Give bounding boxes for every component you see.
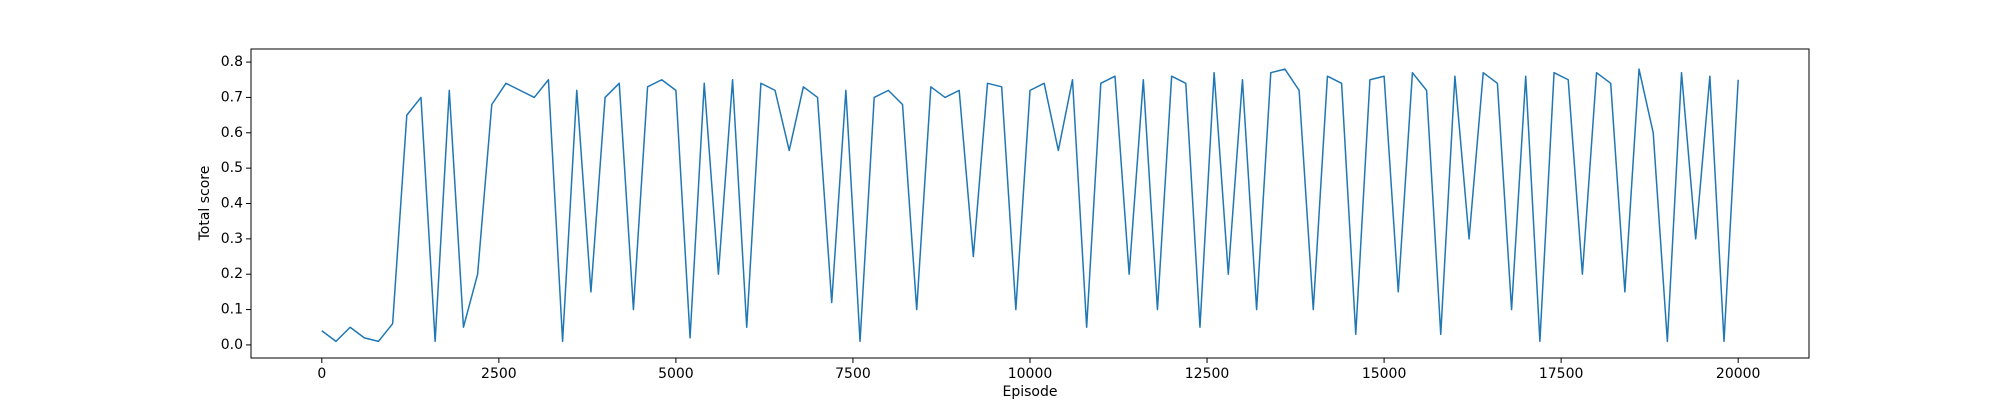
y-tick-label: 0.8 (221, 54, 243, 70)
y-tick-label: 0.2 (221, 266, 243, 282)
y-tick-label: 0.1 (221, 302, 243, 318)
x-tick-label: 7500 (835, 366, 871, 382)
x-axis-label: Episode (1003, 384, 1058, 400)
y-tick-label: 0.6 (221, 125, 243, 141)
y-tick-label: 0.7 (221, 89, 243, 105)
x-tick-label: 5000 (658, 366, 694, 382)
x-tick-label: 15000 (1362, 366, 1407, 382)
x-tick-label: 10000 (1008, 366, 1053, 382)
y-tick-label: 0.0 (221, 337, 243, 353)
y-tick-label: 0.3 (221, 231, 243, 247)
y-tick-label: 0.5 (221, 160, 243, 176)
x-tick-label: 17500 (1539, 366, 1584, 382)
x-tick-label: 2500 (481, 366, 517, 382)
plot-frame (250, 48, 1810, 359)
line (321, 68, 1739, 343)
y-axis-label: Total score (197, 166, 213, 242)
x-tick-label: 12500 (1185, 366, 1230, 382)
x-tick-label: 20000 (1716, 366, 1761, 382)
x-tick-label: 0 (317, 366, 326, 382)
y-tick-label: 0.4 (221, 196, 243, 212)
